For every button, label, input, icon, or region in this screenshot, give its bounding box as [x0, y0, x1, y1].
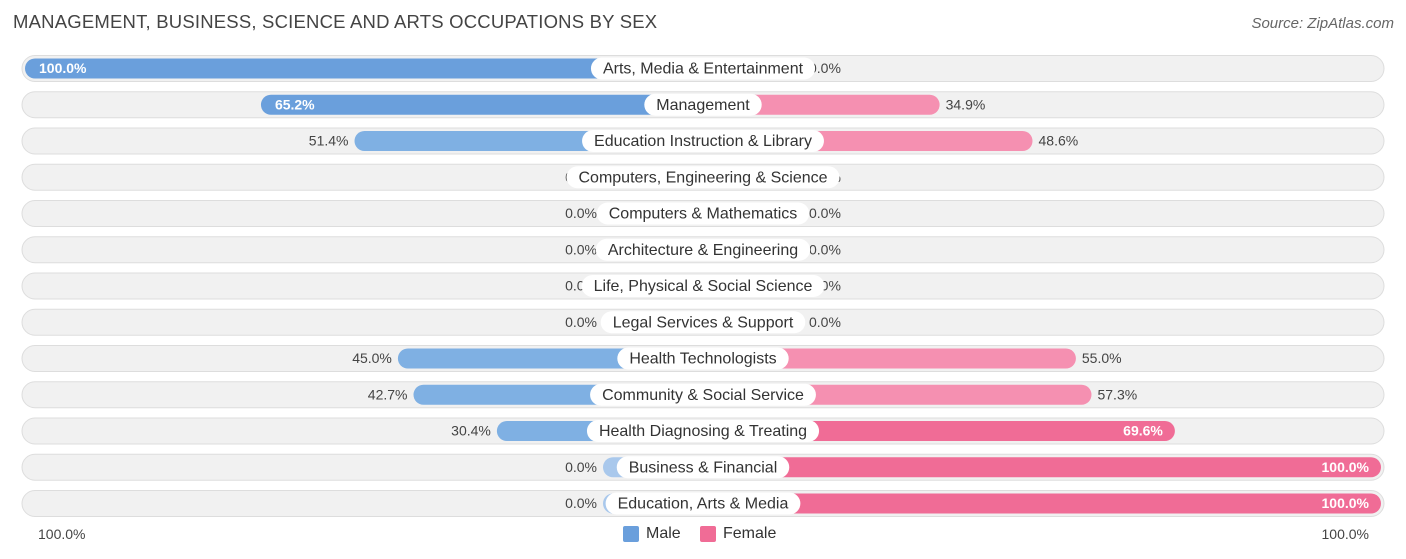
female-bar: [703, 421, 1175, 441]
female-value-label: 69.6%: [1123, 423, 1163, 439]
female-value-label: 57.3%: [1097, 386, 1137, 402]
female-bar: [703, 94, 940, 115]
category-label-bg: [644, 93, 762, 116]
female-value-label: 0.0%: [809, 205, 841, 221]
category-label: Health Technologists: [629, 351, 776, 368]
category-label-bg: [581, 275, 825, 297]
legend-male-label: Male: [646, 525, 681, 542]
female-bar: [703, 348, 1076, 369]
male-value-label: 100.0%: [39, 60, 87, 76]
male-bar: [25, 58, 703, 79]
legend: Male Female: [0, 522, 1406, 546]
male-value-label: 65.2%: [275, 96, 315, 112]
female-bar: [703, 457, 1381, 478]
category-label-bg: [616, 456, 790, 479]
male-value-label: 42.7%: [368, 386, 408, 402]
category-label: Management: [656, 97, 750, 114]
category-label: Computers & Mathematics: [609, 206, 798, 223]
chart-title: MANAGEMENT, BUSINESS, SCIENCE AND ARTS O…: [13, 11, 658, 32]
male-value-label: 51.4%: [309, 133, 349, 149]
category-label-bg: [590, 383, 816, 406]
female-value-label: 0.0%: [809, 241, 841, 257]
bar-chart: 100.0% 0.0% Arts, Media & Entertainment 65.…: [21, 55, 1385, 517]
male-bar: [260, 94, 703, 115]
female-value-label: 55.0%: [1082, 350, 1122, 366]
category-label: Community & Social Service: [602, 387, 804, 404]
male-value-label: 0.0%: [565, 241, 597, 257]
category-label-bg: [582, 130, 824, 152]
source-note: Source: ZipAtlas.com: [1251, 15, 1394, 32]
category-label-bg: [595, 238, 811, 261]
female-value-label: 0.0%: [809, 314, 841, 330]
category-label: Architecture & Engineering: [608, 242, 798, 259]
male-value-label: 0.0%: [565, 314, 597, 330]
category-label: Legal Services & Support: [613, 314, 794, 331]
axis-right-label: 100.0%: [1321, 526, 1369, 542]
male-value-label: 0.0%: [565, 459, 597, 475]
axis-left-label: 100.0%: [38, 526, 86, 542]
category-label: Arts, Media & Entertainment: [603, 61, 804, 78]
category-label: Education Instruction & Library: [594, 133, 812, 150]
female-value-label: 0.0%: [809, 60, 841, 76]
female-value-label: 48.6%: [1039, 133, 1079, 149]
category-label: Health Diagnosing & Treating: [599, 423, 807, 440]
category-label-bg: [590, 57, 816, 80]
category-label-bg: [586, 420, 820, 442]
category-label: Life, Physical & Social Science: [594, 278, 813, 295]
male-value-label: 0.0%: [565, 205, 597, 221]
male-value-label: 0.0%: [565, 495, 597, 511]
category-label-bg: [617, 347, 789, 370]
legend-male-swatch: [623, 526, 639, 542]
category-label-bg: [596, 202, 810, 225]
legend-female-swatch: [700, 526, 716, 542]
male-value-label: 45.0%: [352, 350, 392, 366]
female-value-label: 34.9%: [946, 96, 986, 112]
female-bar: [703, 493, 1381, 514]
category-label: Computers, Engineering & Science: [578, 169, 827, 186]
category-label-bg: [600, 311, 806, 334]
category-label-bg: [566, 166, 840, 189]
category-label: Business & Financial: [629, 459, 778, 476]
legend-female-label: Female: [723, 525, 777, 542]
female-value-label: 100.0%: [1322, 495, 1370, 511]
male-value-label: 30.4%: [451, 423, 491, 439]
category-label: Education, Arts & Media: [618, 496, 789, 513]
category-label-bg: [605, 492, 801, 515]
female-value-label: 100.0%: [1322, 459, 1370, 475]
